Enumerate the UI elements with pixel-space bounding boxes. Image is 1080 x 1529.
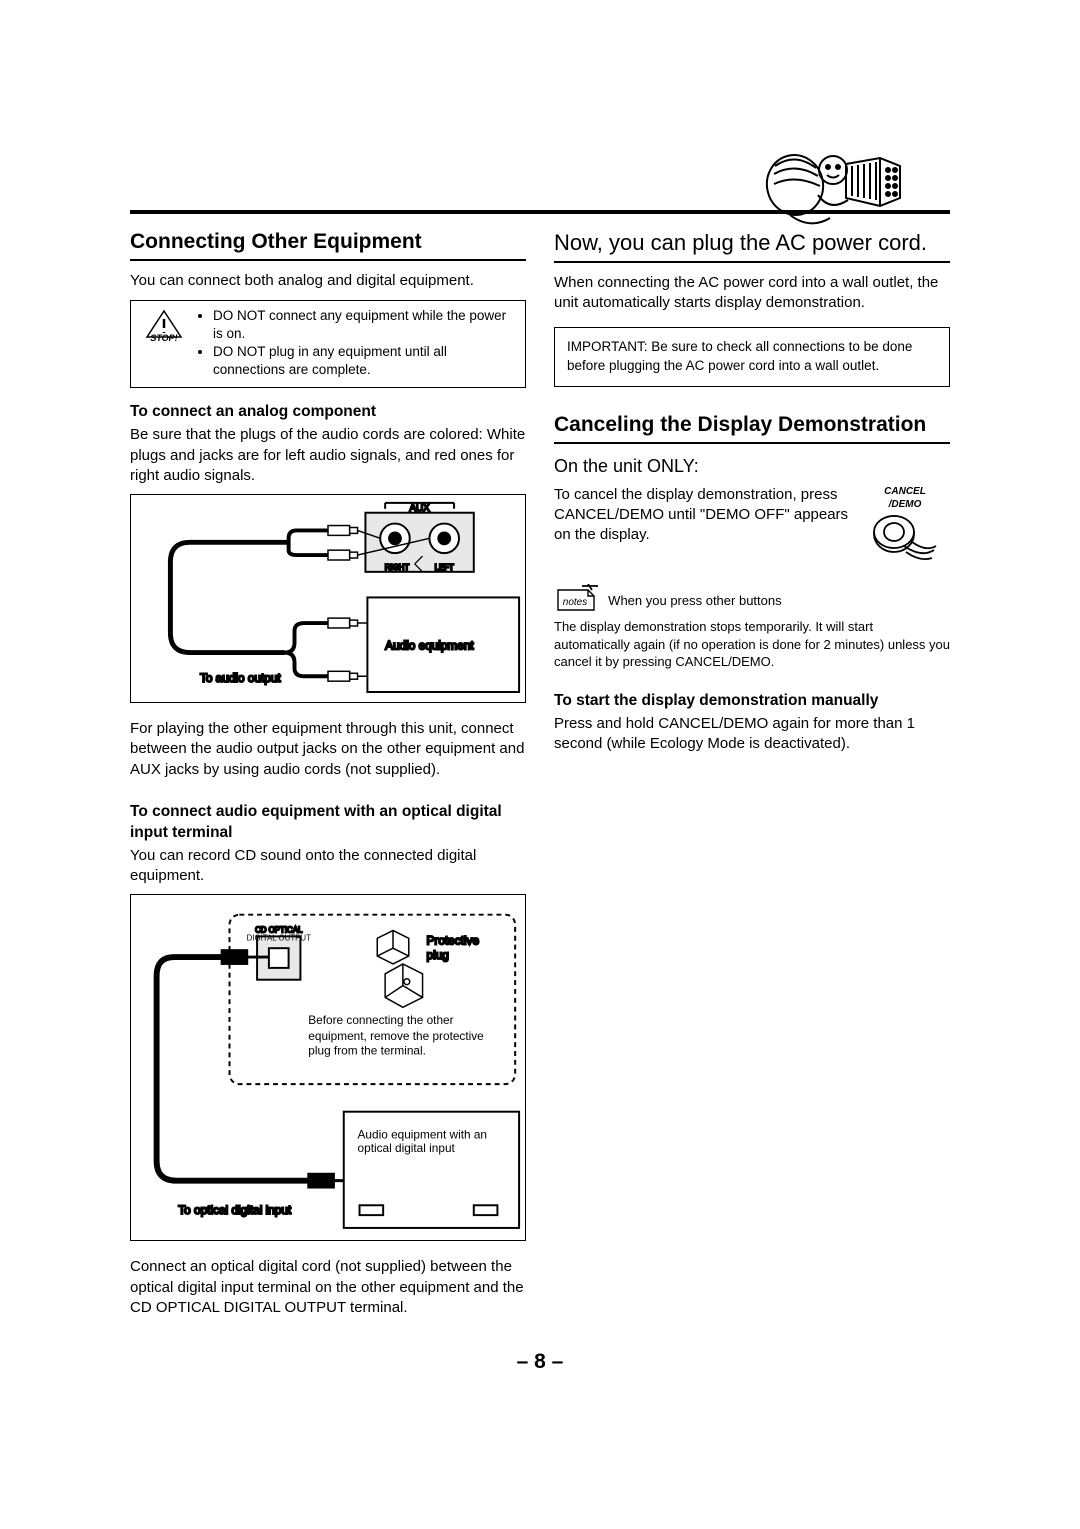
analog-after: For playing the other equipment through … [130, 719, 526, 780]
left-intro: You can connect both analog and digital … [130, 271, 526, 291]
svg-text:Protective: Protective [427, 934, 480, 948]
svg-text:notes: notes [563, 597, 587, 608]
important-box: IMPORTANT: Be sure to check all connecti… [554, 327, 950, 387]
optical-connection-diagram: CD OPTICAL DIGITAL OUTPUT Protective plu… [130, 894, 526, 1241]
right-intro: When connecting the AC power cord into a… [554, 273, 950, 314]
svg-text:DIGITAL OUTPUT: DIGITAL OUTPUT [247, 934, 312, 943]
notes-icon: notes [554, 584, 600, 618]
analog-head: To connect an analog component [130, 402, 526, 423]
warn-item-1: DO NOT connect any equipment while the p… [213, 307, 515, 343]
notes-lead: When you press other buttons [608, 593, 781, 608]
cancel-body: To cancel the display demonstration, pre… [554, 485, 850, 546]
manual-head: To start the display demonstration manua… [554, 691, 950, 712]
page-number: – 8 – [130, 1348, 950, 1376]
right-heading: Now, you can plug the AC power cord. [554, 228, 950, 258]
left-heading: Connecting Other Equipment [130, 228, 526, 256]
cancel-demo-label-2: /DEMO [860, 498, 950, 512]
cancel-heading-rule [554, 442, 950, 444]
optical-head: To connect audio equipment with an optic… [130, 802, 526, 844]
right-heading-rule [554, 261, 950, 263]
svg-text:STOP!: STOP! [150, 333, 177, 343]
cancel-demo-button-figure: CANCEL /DEMO [860, 485, 950, 578]
cancel-heading: Canceling the Display Demonstration [554, 411, 950, 439]
optical-body: You can record CD sound onto the connect… [130, 846, 526, 887]
left-heading-rule [130, 259, 526, 261]
optical-after: Connect an optical digital cord (not sup… [130, 1257, 526, 1318]
svg-text:To optical digital input: To optical digital input [178, 1203, 292, 1217]
cancel-demo-label-1: CANCEL [860, 485, 950, 499]
svg-text:LEFT: LEFT [435, 563, 454, 572]
stop-icon: STOP! [141, 307, 187, 348]
svg-text:AUX: AUX [409, 503, 430, 514]
svg-text:plug: plug [427, 948, 449, 962]
mascot-illustration [730, 140, 930, 230]
analog-connection-diagram: AUX RIGHT LEFT [130, 494, 526, 703]
svg-text:RIGHT: RIGHT [385, 563, 410, 572]
warning-box: STOP! DO NOT connect any equipment while… [130, 300, 526, 389]
svg-text:To audio output: To audio output [200, 671, 281, 685]
manual-body: Press and hold CANCEL/DEMO again for mor… [554, 714, 950, 755]
unit-only-sub: On the unit ONLY: [554, 454, 950, 478]
analog-body: Be sure that the plugs of the audio cord… [130, 425, 526, 486]
warn-item-2: DO NOT plug in any equipment until all c… [213, 343, 515, 379]
notes-body: The display demonstration stops temporar… [554, 618, 950, 671]
svg-text:Audio equipment: Audio equipment [385, 639, 474, 653]
